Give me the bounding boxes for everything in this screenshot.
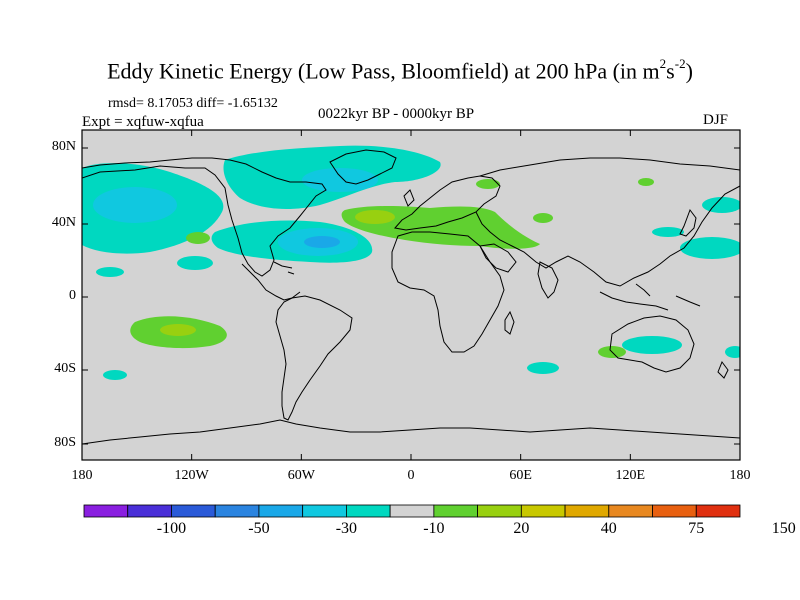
antarctica-coast [82,419,740,445]
x-tick-label: 120W [174,468,209,483]
x-tick-label: 60E [509,468,532,483]
colorbar-label: 150 [771,520,796,537]
arctic-positive [638,178,654,186]
north-atlantic-negative-peak [304,236,340,248]
colorbar-swatch [127,504,172,518]
experiment-label: Expt = xqfuw-xqfua [82,114,204,130]
colorbar [83,504,741,518]
colorbar-swatch [258,504,304,518]
japan-small-negative [652,227,684,237]
coastlines [82,149,740,445]
north-america-coast [82,157,327,277]
y-tick-marks [82,147,740,445]
africa-coast [391,231,505,353]
anomaly-fields [82,145,740,380]
colorbar-label: -50 [248,520,270,537]
x-tick-label: 120E [615,468,646,483]
australia-negative [622,336,682,354]
australia-coast [609,315,695,373]
south-pacific-positive-core [160,324,196,336]
colorbar-swatch [214,504,260,518]
stats-text: rmsd= 8.17053 diff= -1.65132 [108,96,278,111]
colorbar-label: 40 [600,520,617,537]
north-america-negative-core [302,168,378,192]
japan-coast [679,208,697,237]
greenland-coast [329,149,397,185]
x-tick-label: 180 [729,468,751,483]
colorbar-swatch [389,504,435,518]
season-label: DJF [703,112,729,128]
colorbar-label: 20 [513,520,530,537]
colorbar-label: -10 [423,520,445,537]
period-label: 0022kyr BP - 0000kyr BP [318,106,475,122]
colorbar-label: -100 [156,520,187,537]
south-pacific-small-negative [103,370,127,380]
colorbar-swatch [608,504,653,518]
north-pacific-negative-core [93,187,177,223]
colorbar-swatch [695,504,741,518]
india-coast [537,261,559,299]
x-tick-marks [81,130,741,460]
colorbar-swatch [564,504,610,518]
europe-coast [394,175,501,231]
arabia-coast [479,243,517,273]
indonesia-coast [599,283,701,311]
chart-title: Eddy Kinetic Energy (Low Pass, Bloomfiel… [107,56,693,84]
colorbar-swatch [520,504,566,518]
mediterranean-positive-core [355,210,395,224]
y-tick-label: 80N [51,139,76,154]
north-atlantic-positive [476,179,500,189]
central-asia-positive [533,213,553,223]
colorbar-swatch [345,504,391,518]
asia-coast [475,157,740,287]
colorbar-swatch [171,504,216,518]
pacific-small-negative [177,256,213,270]
x-tick-label: 0 [407,468,415,483]
gulf-of-maine-positive [186,232,210,244]
colorbar-swatch [302,504,347,518]
south-pacific-small-negative-2 [725,346,740,358]
colorbar-swatch [433,504,479,518]
y-tick-label: 40N [51,215,76,230]
south-atlantic-negative [527,362,559,374]
y-tick-label: 0 [69,288,76,303]
colorbar-swatch [652,504,697,518]
south-america-coast [275,295,353,421]
x-tick-label: 180 [71,468,93,483]
new-zealand-coast [717,360,729,379]
colorbar-swatch [83,504,129,518]
colorbar-label: -30 [335,520,358,537]
colorbar-label: 75 [688,520,705,537]
madagascar-coast [504,310,515,335]
uk-coast [403,189,415,207]
colorbar-swatch [477,504,522,518]
north-pacific-east-negative-2 [702,197,740,213]
north-pacific-east-negative [680,237,740,259]
caribbean-coast [273,261,295,275]
y-tick-label: 40S [54,361,76,376]
hawaii-small-negative [96,267,124,277]
x-tick-label: 60W [287,468,315,483]
y-tick-label: 80S [54,435,76,450]
